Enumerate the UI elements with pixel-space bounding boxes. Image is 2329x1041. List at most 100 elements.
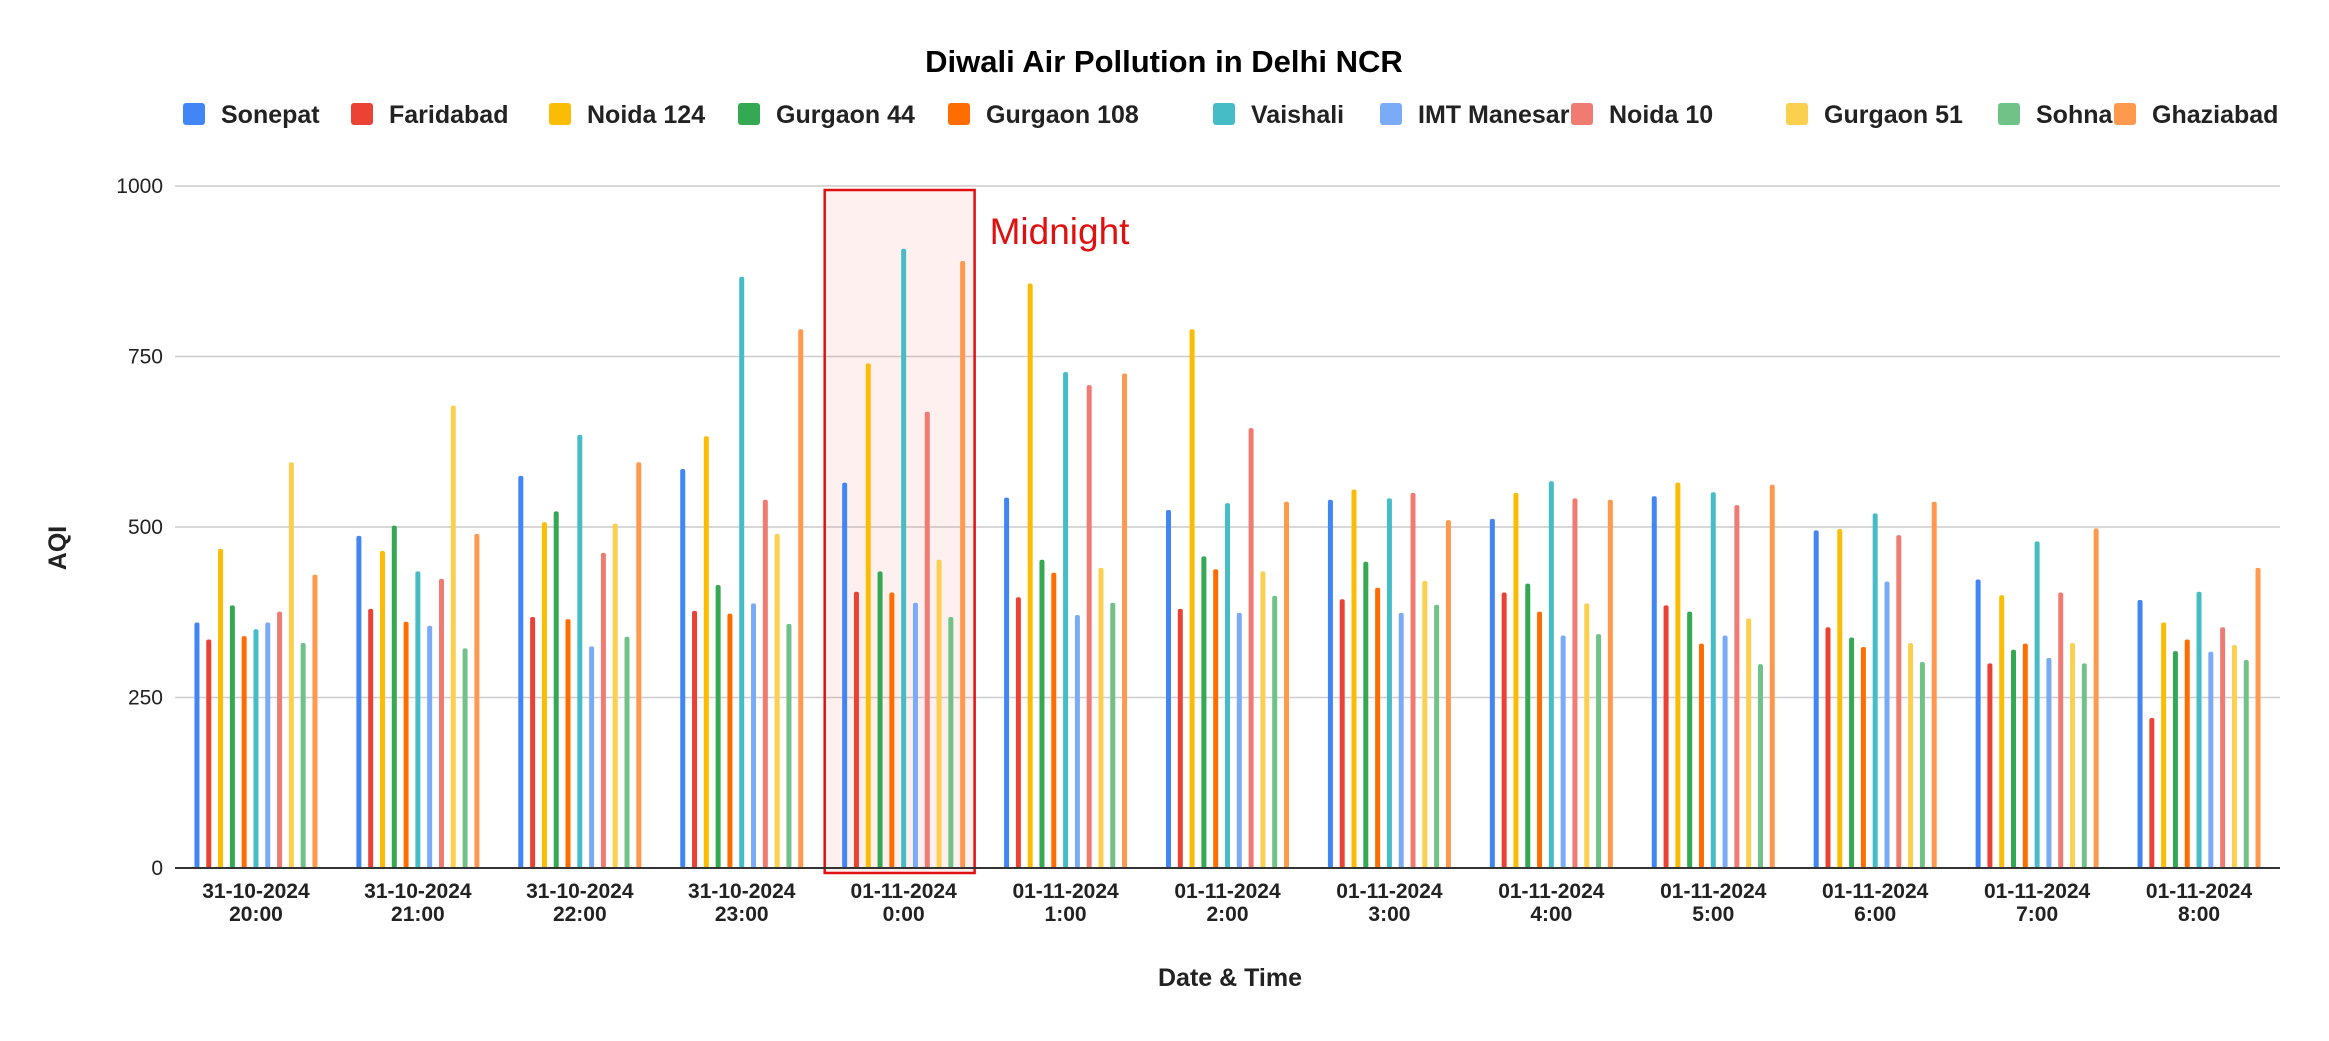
legend-swatch-sohna <box>1998 103 2020 125</box>
legend-label-noida-10: Noida 10 <box>1609 101 1713 129</box>
legend-item-noida-124[interactable]: Noida 124 <box>549 101 705 129</box>
x-tick-label-6: 01-11-2024 2:00 <box>1174 880 1281 926</box>
legend-label-gurgaon-108: Gurgaon 108 <box>986 101 1139 129</box>
bar-gurgaon-51-5 <box>1098 567 1104 868</box>
legend-item-faridabad[interactable]: Faridabad <box>351 101 508 129</box>
x-tick-label-9: 01-11-2024 5:00 <box>1660 880 1767 926</box>
x-tick-label-2: 31-10-2024 22:00 <box>526 880 634 926</box>
bar-gurgaon-51-4 <box>936 559 942 868</box>
bar-group-1 <box>356 405 480 868</box>
bar-group-6 <box>1166 329 1289 869</box>
bar-gurgaon-108-10 <box>1860 647 1866 868</box>
bar-imt-manesar-0 <box>265 622 271 868</box>
bar-group-12 <box>2137 567 2261 868</box>
legend-item-ghaziabad[interactable]: Ghaziabad <box>2114 101 2278 129</box>
bar-noida-124-1 <box>379 550 385 868</box>
legend-label-sohna: Sohna <box>2036 101 2113 129</box>
bar-group-7 <box>1327 489 1451 868</box>
bar-sohna-3 <box>786 623 792 868</box>
bar-ghaziabad-11 <box>2093 528 2099 868</box>
chart-title: Diwali Air Pollution in Delhi NCR <box>925 44 1403 79</box>
bar-gurgaon-51-0 <box>288 462 294 868</box>
bar-sohna-6 <box>1272 595 1278 868</box>
bar-faridabad-1 <box>368 608 374 868</box>
bar-gurgaon-108-0 <box>241 636 247 868</box>
bar-gurgaon-108-12 <box>2184 639 2190 868</box>
legend-item-sonepat[interactable]: Sonepat <box>183 101 320 129</box>
legend-item-sohna[interactable]: Sohna <box>1998 101 2113 129</box>
legend-item-gurgaon-44[interactable]: Gurgaon 44 <box>738 101 915 129</box>
bar-gurgaon-51-1 <box>450 405 456 868</box>
bar-sohna-0 <box>300 642 306 868</box>
bar-gurgaon-44-5 <box>1039 559 1045 868</box>
bar-gurgaon-44-10 <box>1849 637 1855 868</box>
legend-label-vaishali: Vaishali <box>1251 101 1344 129</box>
bar-noida-124-4 <box>865 363 871 868</box>
bar-sohna-1 <box>462 648 468 868</box>
legend-item-gurgaon-51[interactable]: Gurgaon 51 <box>1786 101 1963 129</box>
bar-vaishali-11 <box>2034 541 2040 868</box>
bar-imt-manesar-9 <box>1722 635 1728 868</box>
bar-noida-124-3 <box>703 436 709 868</box>
x-tick-label-5: 01-11-2024 1:00 <box>1012 880 1119 926</box>
bar-vaishali-5 <box>1063 372 1069 868</box>
bar-gurgaon-51-2 <box>612 523 618 868</box>
y-tick-label-500: 500 <box>128 516 163 539</box>
legend-item-imt-manesar[interactable]: IMT Manesar <box>1380 101 1570 129</box>
bar-faridabad-10 <box>1825 627 1831 868</box>
bar-sonepat-2 <box>518 475 524 868</box>
bar-gurgaon-51-3 <box>774 533 780 868</box>
bar-faridabad-7 <box>1339 599 1345 868</box>
bar-imt-manesar-11 <box>2046 657 2052 868</box>
bar-imt-manesar-12 <box>2208 651 2214 868</box>
bar-group-8 <box>1489 481 1613 868</box>
bar-gurgaon-44-11 <box>2011 649 2017 868</box>
bar-gurgaon-51-7 <box>1422 580 1428 868</box>
bar-group-0 <box>194 462 318 868</box>
bar-ghaziabad-5 <box>1122 373 1128 868</box>
bar-faridabad-0 <box>206 639 212 868</box>
bar-noida-10-11 <box>2058 592 2064 868</box>
bar-sonepat-5 <box>1004 497 1010 868</box>
bar-gurgaon-108-11 <box>2022 643 2028 868</box>
bar-sohna-9 <box>1757 664 1763 868</box>
bar-noida-124-11 <box>1999 595 2005 868</box>
legend-label-imt-manesar: IMT Manesar <box>1418 101 1570 129</box>
bar-gurgaon-44-6 <box>1201 556 1207 868</box>
legend-item-gurgaon-108[interactable]: Gurgaon 108 <box>948 101 1139 129</box>
legend-item-noida-10[interactable]: Noida 10 <box>1571 101 1713 129</box>
x-tick-label-12: 01-11-2024 8:00 <box>2146 880 2253 926</box>
bar-gurgaon-108-7 <box>1375 587 1381 868</box>
legend-swatch-vaishali <box>1213 103 1235 125</box>
bar-vaishali-10 <box>1872 513 1878 868</box>
bar-gurgaon-44-8 <box>1525 583 1531 868</box>
bar-group-11 <box>1975 528 2099 868</box>
bar-noida-124-5 <box>1027 283 1033 868</box>
bar-gurgaon-51-6 <box>1260 571 1266 868</box>
bar-gurgaon-44-4 <box>877 571 883 868</box>
bar-imt-manesar-4 <box>912 602 918 868</box>
bar-ghaziabad-6 <box>1284 501 1289 868</box>
bar-sonepat-4 <box>842 482 848 868</box>
bar-gurgaon-108-4 <box>889 592 895 868</box>
bar-ghaziabad-8 <box>1607 499 1613 868</box>
bar-noida-124-8 <box>1513 492 1519 868</box>
bar-gurgaon-44-3 <box>715 584 721 868</box>
y-axis-label: AQI <box>44 526 72 570</box>
bar-faridabad-8 <box>1501 592 1507 868</box>
bar-faridabad-5 <box>1015 597 1021 868</box>
bar-vaishali-2 <box>577 434 583 868</box>
bar-sonepat-10 <box>1813 530 1819 868</box>
x-tick-label-1: 31-10-2024 21:00 <box>364 880 472 926</box>
legend-swatch-imt-manesar <box>1380 103 1402 125</box>
legend-label-gurgaon-44: Gurgaon 44 <box>776 101 915 129</box>
bar-gurgaon-108-2 <box>565 619 571 868</box>
bar-noida-10-10 <box>1896 535 1902 868</box>
legend-item-vaishali[interactable]: Vaishali <box>1213 101 1344 129</box>
bar-faridabad-4 <box>853 591 859 868</box>
bar-sonepat-11 <box>1975 579 1981 868</box>
bar-gurgaon-108-1 <box>403 621 409 868</box>
bar-noida-10-12 <box>2220 627 2226 868</box>
